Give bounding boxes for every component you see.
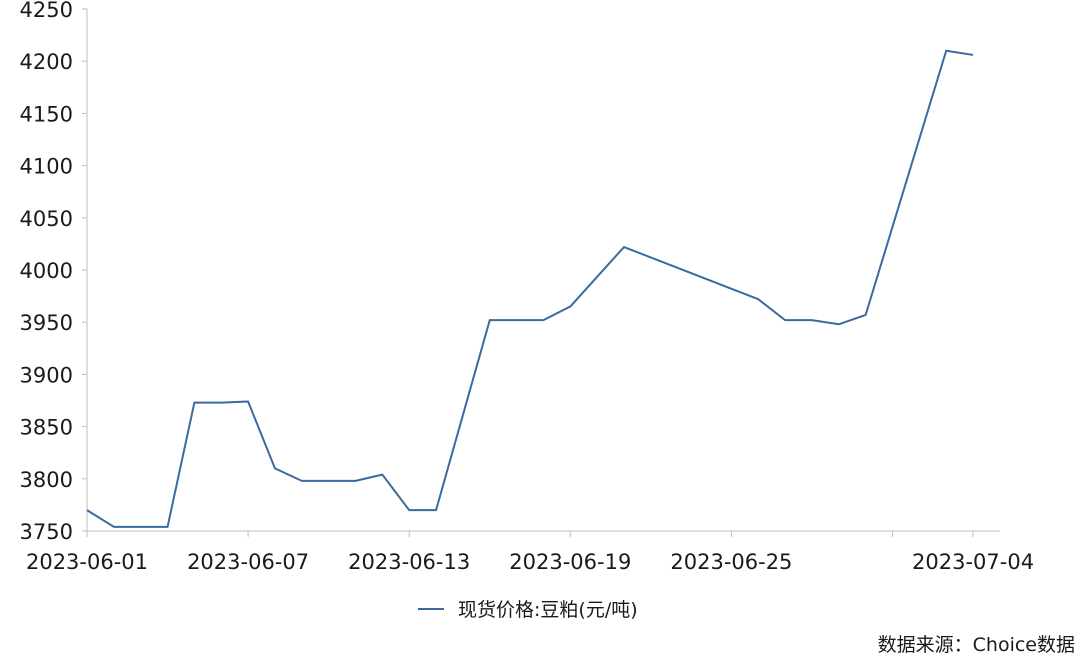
x-tick-label: 2023-06-07 xyxy=(187,550,309,574)
y-tick-label: 4150 xyxy=(20,102,73,126)
x-tick-label: 2023-06-25 xyxy=(670,550,792,574)
y-tick-label: 4000 xyxy=(20,259,73,283)
x-tick-label: 2023-06-13 xyxy=(348,550,470,574)
y-tick-label: 3950 xyxy=(20,311,73,335)
series-line xyxy=(87,51,973,527)
source-note: 数据来源：Choice数据 xyxy=(878,634,1075,656)
y-axis: 3750 3800 3850 3900 3950 4000 4050 4100 4150 4200… xyxy=(20,0,87,544)
y-tick-label: 3900 xyxy=(20,363,73,387)
y-tick-label: 4250 xyxy=(20,0,73,22)
y-tick-label: 3750 xyxy=(20,520,73,544)
y-tick-label: 3800 xyxy=(20,468,73,492)
legend: 现货价格:豆粕(元/吨) xyxy=(418,599,638,621)
series-layer xyxy=(87,51,973,527)
x-tick-label: 2023-07-04 xyxy=(912,550,1034,574)
y-tick-label: 4100 xyxy=(20,155,73,179)
legend-label: 现货价格:豆粕(元/吨) xyxy=(458,599,638,621)
y-tick-label: 4050 xyxy=(20,207,73,231)
y-tick-label: 4200 xyxy=(20,50,73,74)
x-axis: 2023-06-01 2023-06-07 2023-06-13 2023-06-19… xyxy=(26,531,1034,574)
x-tick-label: 2023-06-19 xyxy=(509,550,631,574)
x-tick-label: 2023-06-01 xyxy=(26,550,148,574)
y-tick-label: 3850 xyxy=(20,416,73,440)
